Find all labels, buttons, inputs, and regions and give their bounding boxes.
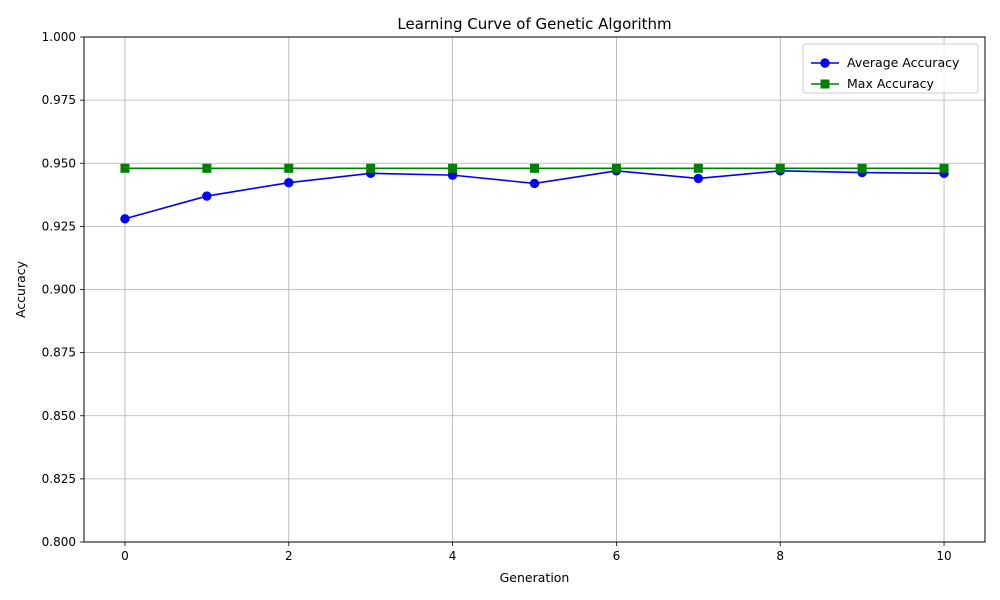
axis-ticks: 0 2 4 6 8 10 0.800 0.825 0.850 0.875 0.900 0.925 0.9… [42, 30, 952, 563]
data-point-max-accuracy [448, 163, 458, 173]
y-tick-label: 0.975 [42, 93, 76, 107]
y-tick-label: 0.875 [42, 346, 76, 360]
y-tick-label: 0.925 [42, 219, 76, 233]
legend-label: Average Accuracy [847, 55, 960, 70]
y-tick-label: 0.800 [42, 535, 76, 549]
data-point-max-accuracy [611, 163, 621, 173]
y-tick-label: 0.950 [42, 156, 76, 170]
data-point-average-accuracy [120, 214, 130, 224]
data-point-average-accuracy [202, 191, 212, 201]
legend-label: Max Accuracy [847, 76, 934, 91]
legend-box [802, 43, 979, 94]
data-point-max-accuracy [366, 163, 376, 173]
data-point-max-accuracy [120, 163, 130, 173]
data-point-average-accuracy [693, 173, 704, 184]
y-tick-label: 0.825 [42, 472, 76, 486]
chart-title: Learning Curve of Genetic Algorithm [397, 15, 671, 33]
data-point-max-accuracy [857, 163, 867, 173]
y-tick-label: 0.850 [42, 409, 76, 423]
data-point-max-accuracy [693, 163, 703, 173]
x-tick-label: 10 [936, 549, 951, 563]
data-point-max-accuracy [202, 163, 212, 173]
x-tick-label: 6 [613, 549, 621, 563]
legend: Average Accuracy Max Accuracy [802, 43, 979, 94]
data-point-max-accuracy [284, 163, 294, 173]
x-tick-label: 0 [121, 549, 129, 563]
data-point-max-accuracy [530, 163, 539, 173]
y-tick-label: 1.000 [42, 30, 76, 44]
legend-swatch-marker [820, 58, 830, 68]
series-max-accuracy [120, 163, 949, 173]
y-axis-label: Accuracy [13, 260, 28, 318]
legend-swatch-marker [820, 79, 830, 89]
data-point-average-accuracy [529, 178, 540, 189]
series-layer [120, 163, 949, 224]
legend-item-average-accuracy: Average Accuracy [811, 55, 960, 70]
data-point-max-accuracy [775, 163, 785, 173]
y-tick-label: 0.900 [42, 283, 76, 297]
x-tick-label: 8 [776, 549, 784, 563]
data-point-average-accuracy [284, 177, 294, 188]
x-tick-label: 4 [449, 549, 457, 563]
x-axis-label: Generation [500, 570, 570, 585]
legend-item-max-accuracy: Max Accuracy [811, 76, 934, 91]
x-tick-label: 2 [285, 549, 293, 563]
data-point-max-accuracy [939, 163, 949, 173]
